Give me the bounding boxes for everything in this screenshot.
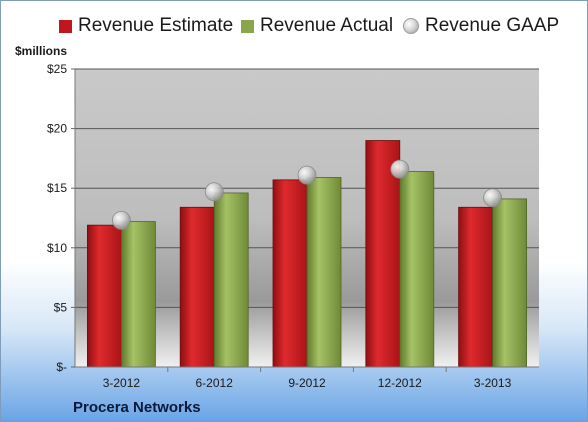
y-tick-label: $5: [54, 300, 68, 314]
legend-marker-gaap: [403, 18, 419, 34]
axes: $- $5 $10 $15 $20 $25 3-2012 6-2012 9-2012 12-201…: [47, 62, 539, 390]
bar-revenue-actual: [306, 177, 342, 368]
y-tick-label: $25: [47, 62, 67, 76]
x-tick-label: 12-2012: [378, 376, 422, 390]
legend-item-estimate: Revenue Estimate: [59, 15, 233, 37]
legend-swatch-actual: [241, 19, 254, 33]
y-tick-label: $10: [47, 241, 67, 255]
marker-revenue-gaap: [204, 182, 224, 202]
x-tick-label: 9-2012: [288, 376, 326, 390]
y-tick-label: $20: [47, 122, 67, 136]
marker-revenue-gaap: [112, 210, 131, 230]
legend: Revenue Estimate Revenue Actual Revenue …: [1, 15, 587, 41]
bar-revenue-actual: [213, 192, 249, 368]
marker-revenue-gaap: [390, 159, 410, 179]
legend-label-actual: Revenue Actual: [260, 15, 394, 36]
bar-revenue-estimate: [179, 206, 215, 368]
x-tick-label: 6-2012: [196, 376, 234, 390]
legend-swatch-estimate: [59, 19, 72, 33]
x-tick-label: 3-2013: [474, 376, 512, 390]
y-axis-unit-label: $millions: [15, 44, 68, 58]
bar-revenue-estimate: [87, 224, 122, 368]
bar-revenue-estimate: [458, 206, 494, 368]
bar-revenue-actual: [399, 171, 435, 368]
marker-revenue-gaap: [483, 188, 503, 208]
bar-revenue-actual: [492, 198, 528, 368]
legend-item-actual: Revenue Actual: [241, 15, 393, 37]
x-tick-label: 3-2012: [103, 376, 141, 390]
bar-revenue-actual: [121, 221, 156, 368]
legend-label-estimate: Revenue Estimate: [78, 15, 234, 36]
y-tick-label: $-: [56, 360, 67, 374]
company-name: Procera Networks: [73, 399, 201, 416]
bars: [87, 140, 528, 368]
y-tick-label: $15: [47, 181, 67, 195]
marker-revenue-gaap: [297, 165, 317, 185]
legend-item-gaap: Revenue GAAP: [403, 15, 559, 37]
gaap-markers: [112, 159, 503, 230]
legend-label-gaap: Revenue GAAP: [425, 15, 560, 36]
bar-revenue-estimate: [272, 179, 308, 368]
